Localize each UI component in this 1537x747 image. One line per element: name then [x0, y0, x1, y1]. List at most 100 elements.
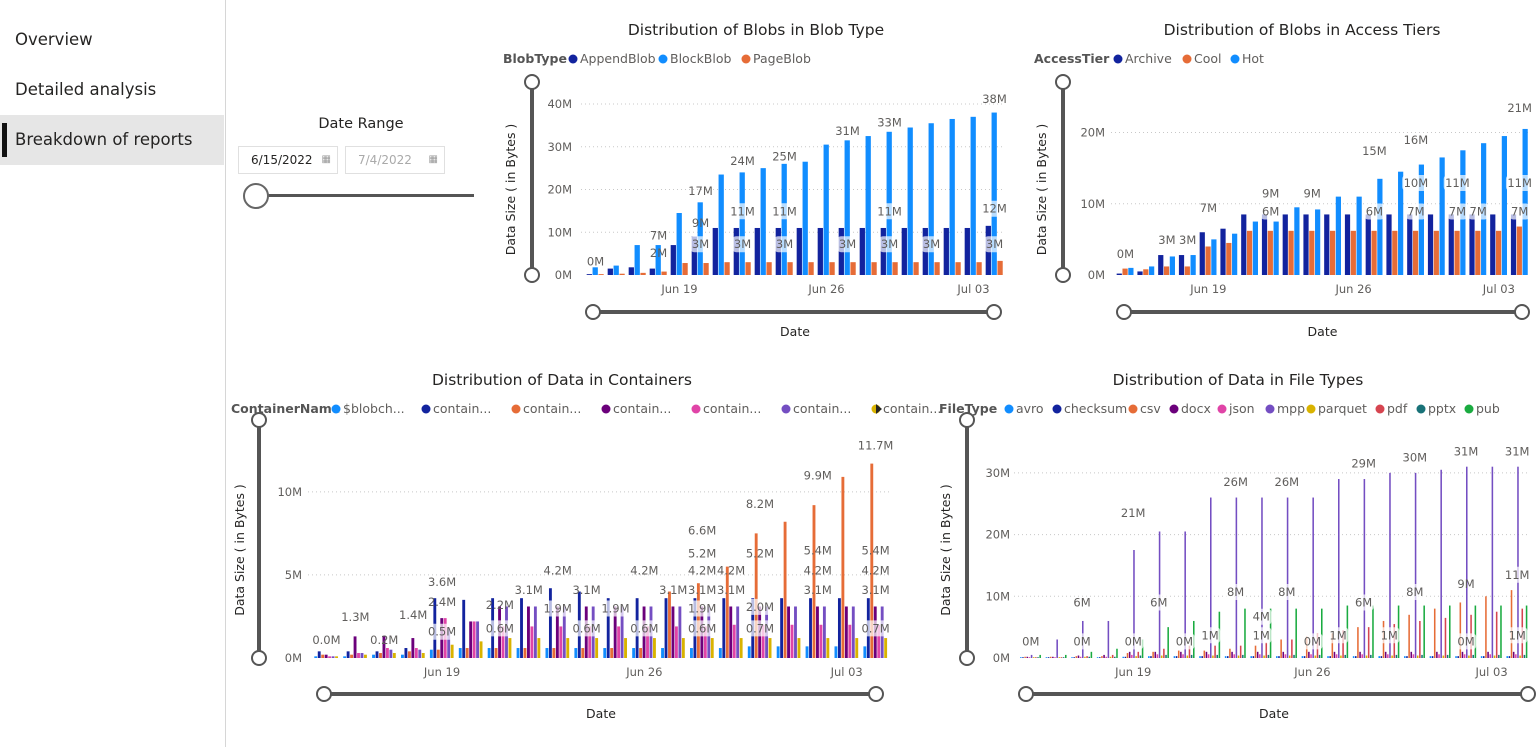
bar[interactable]: [1143, 269, 1149, 275]
bar[interactable]: [382, 636, 386, 658]
bar[interactable]: [1356, 196, 1362, 276]
bar[interactable]: [1122, 656, 1124, 658]
bar[interactable]: [1516, 226, 1522, 275]
bar[interactable]: [1062, 657, 1065, 658]
bar[interactable]: [1510, 590, 1513, 658]
bar[interactable]: [1020, 657, 1022, 658]
bar[interactable]: [1109, 656, 1112, 658]
bar[interactable]: [776, 646, 780, 658]
bar[interactable]: [1060, 657, 1063, 658]
bar[interactable]: [1190, 654, 1193, 658]
bar[interactable]: [1107, 620, 1110, 658]
bar[interactable]: [1237, 655, 1240, 658]
bar[interactable]: [628, 267, 634, 275]
bar[interactable]: [595, 638, 599, 658]
bar[interactable]: [754, 227, 760, 275]
bar[interactable]: [1338, 479, 1340, 658]
bar[interactable]: [1175, 656, 1178, 658]
bar[interactable]: [834, 646, 838, 658]
bar[interactable]: [1239, 645, 1242, 658]
bar[interactable]: [1103, 654, 1105, 658]
bar[interactable]: [1436, 651, 1438, 658]
bar[interactable]: [787, 262, 793, 275]
bar[interactable]: [1267, 230, 1273, 275]
bar[interactable]: [523, 648, 527, 658]
bar[interactable]: [1160, 655, 1163, 658]
bar[interactable]: [1440, 469, 1442, 658]
x-zoom-slider-handle-left[interactable]: [1116, 304, 1132, 320]
bar[interactable]: [1167, 627, 1169, 658]
bar[interactable]: [676, 213, 682, 275]
bar[interactable]: [1395, 654, 1398, 658]
bar[interactable]: [613, 265, 619, 275]
bar[interactable]: [1232, 233, 1238, 275]
bar[interactable]: [530, 626, 534, 658]
bar[interactable]: [1408, 614, 1410, 658]
bar[interactable]: [1199, 656, 1201, 658]
bar[interactable]: [1508, 656, 1511, 658]
bar[interactable]: [712, 227, 718, 275]
bar[interactable]: [1054, 657, 1056, 658]
bar[interactable]: [829, 262, 835, 275]
bar[interactable]: [1212, 655, 1214, 658]
bar[interactable]: [1303, 656, 1306, 658]
bar[interactable]: [678, 606, 682, 658]
bar[interactable]: [781, 163, 787, 275]
bar[interactable]: [844, 606, 848, 658]
bar[interactable]: [1495, 230, 1502, 275]
bar[interactable]: [619, 273, 625, 275]
legend-item[interactable]: checksum: [1052, 401, 1128, 416]
bar[interactable]: [848, 624, 852, 658]
bar[interactable]: [607, 268, 613, 275]
bar[interactable]: [1227, 656, 1229, 658]
bar[interactable]: [501, 626, 505, 658]
bar[interactable]: [1463, 654, 1466, 658]
bar[interactable]: [385, 648, 389, 658]
bar[interactable]: [1344, 654, 1346, 658]
bar[interactable]: [1180, 651, 1182, 658]
blob-type-chart[interactable]: Distribution of Blobs in Blob Type BlobTy…: [490, 12, 1030, 352]
bar[interactable]: [884, 638, 888, 658]
bar[interactable]: [1340, 655, 1342, 658]
bar[interactable]: [1291, 639, 1293, 658]
bar[interactable]: [1327, 656, 1329, 658]
bar[interactable]: [1444, 617, 1447, 658]
bar[interactable]: [809, 598, 812, 658]
bar[interactable]: [1252, 221, 1258, 275]
bar[interactable]: [1448, 214, 1454, 275]
bar[interactable]: [812, 505, 816, 658]
bar[interactable]: [1150, 656, 1152, 658]
bar[interactable]: [805, 646, 809, 658]
bar[interactable]: [1190, 255, 1196, 275]
bar[interactable]: [1389, 472, 1391, 658]
bar[interactable]: [783, 521, 787, 658]
legend-item[interactable]: mpp: [1265, 401, 1306, 416]
bar[interactable]: [661, 648, 664, 658]
bar[interactable]: [761, 624, 765, 658]
bar[interactable]: [1211, 239, 1217, 276]
bar[interactable]: [901, 227, 907, 275]
bar[interactable]: [447, 628, 451, 658]
bar[interactable]: [1188, 645, 1191, 658]
bar[interactable]: [617, 626, 621, 658]
bar[interactable]: [797, 638, 801, 658]
bar[interactable]: [1024, 656, 1026, 658]
bar[interactable]: [822, 606, 826, 658]
bar[interactable]: [668, 591, 671, 658]
bar[interactable]: [1156, 654, 1159, 658]
bar[interactable]: [1371, 230, 1377, 275]
bar[interactable]: [732, 624, 736, 658]
bar[interactable]: [1086, 656, 1088, 658]
bar[interactable]: [1454, 230, 1460, 275]
bar[interactable]: [640, 272, 646, 275]
bar[interactable]: [1372, 605, 1374, 658]
bar[interactable]: [411, 638, 415, 658]
bar[interactable]: [1261, 497, 1263, 658]
bar[interactable]: [703, 263, 709, 275]
legend-item[interactable]: BlockBlob: [658, 51, 732, 66]
bar[interactable]: [1370, 654, 1372, 658]
legend-item[interactable]: Archive: [1113, 51, 1173, 66]
bar[interactable]: [1433, 608, 1436, 658]
bar[interactable]: [1137, 651, 1140, 658]
bar[interactable]: [1284, 654, 1287, 658]
